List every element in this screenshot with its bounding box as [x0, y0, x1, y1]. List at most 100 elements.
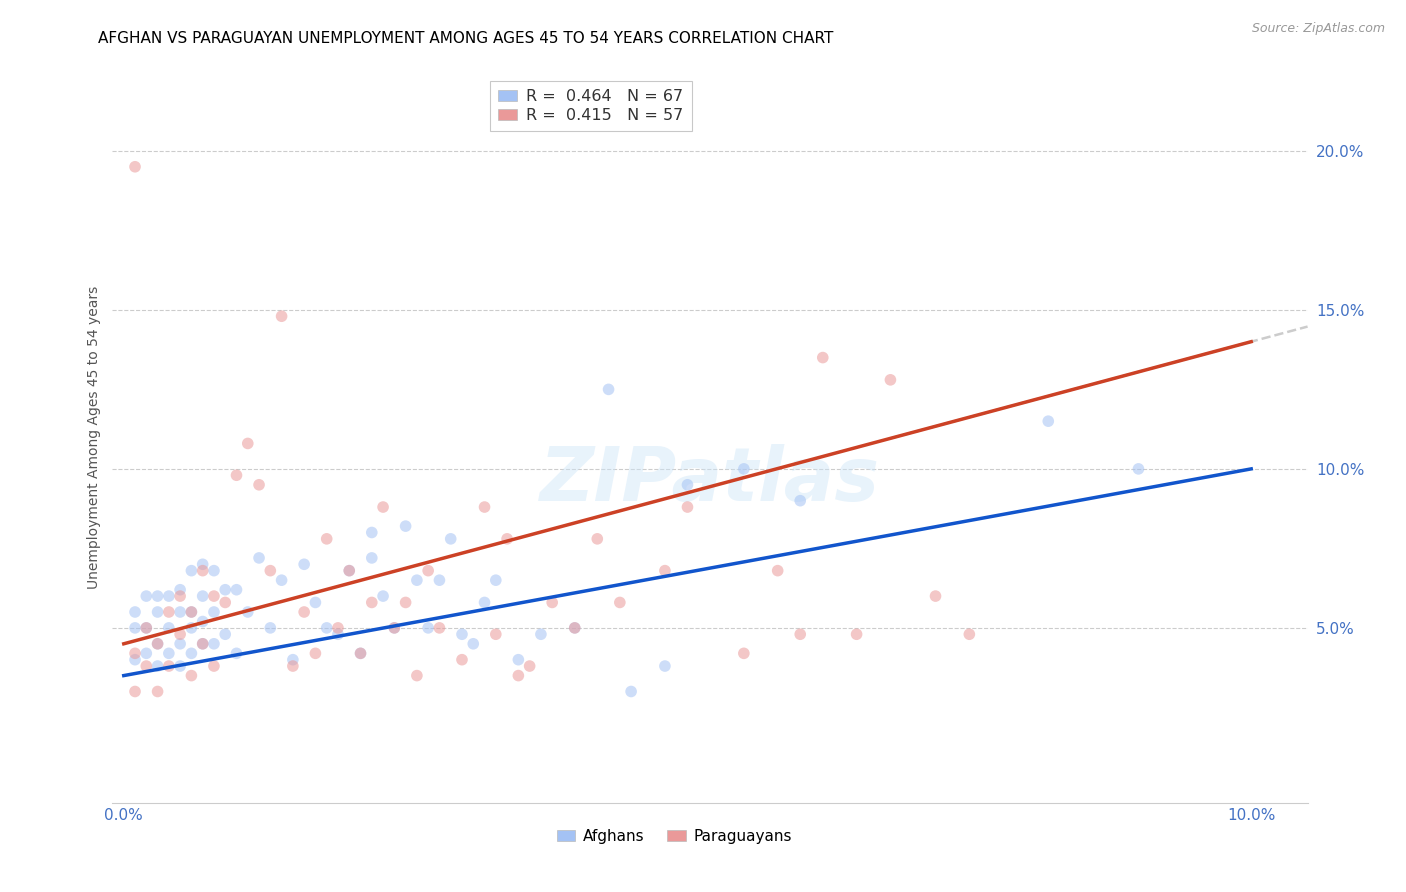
- Point: [135, 621, 157, 635]
- Point: [371, 500, 394, 514]
- Point: [789, 493, 811, 508]
- Point: [371, 589, 394, 603]
- Point: [180, 605, 202, 619]
- Point: [451, 653, 474, 667]
- Point: [191, 615, 214, 629]
- Point: [654, 564, 676, 578]
- Point: [169, 627, 191, 641]
- Point: [202, 605, 225, 619]
- Point: [508, 653, 530, 667]
- Point: [519, 659, 541, 673]
- Point: [845, 627, 868, 641]
- Point: [304, 595, 326, 609]
- Point: [124, 653, 146, 667]
- Point: [429, 573, 451, 587]
- Point: [620, 684, 643, 698]
- Point: [360, 595, 382, 609]
- Point: [157, 589, 180, 603]
- Point: [957, 627, 980, 641]
- Point: [733, 462, 755, 476]
- Point: [676, 500, 699, 514]
- Point: [124, 621, 146, 635]
- Point: [202, 637, 225, 651]
- Point: [598, 383, 620, 397]
- Point: [169, 589, 191, 603]
- Point: [382, 621, 405, 635]
- Point: [270, 310, 292, 324]
- Point: [349, 646, 371, 660]
- Point: [406, 573, 429, 587]
- Point: [259, 564, 281, 578]
- Point: [191, 589, 214, 603]
- Point: [508, 668, 530, 682]
- Point: [564, 621, 586, 635]
- Point: [394, 519, 416, 533]
- Point: [191, 564, 214, 578]
- Point: [326, 621, 349, 635]
- Point: [270, 573, 292, 587]
- Point: [191, 558, 214, 572]
- Point: [485, 573, 508, 587]
- Point: [382, 621, 405, 635]
- Point: [191, 637, 214, 651]
- Point: [564, 621, 586, 635]
- Point: [463, 637, 485, 651]
- Point: [485, 627, 508, 641]
- Point: [169, 582, 191, 597]
- Point: [360, 550, 382, 565]
- Point: [180, 605, 202, 619]
- Point: [135, 646, 157, 660]
- Point: [124, 646, 146, 660]
- Point: [180, 621, 202, 635]
- Point: [766, 564, 789, 578]
- Point: [259, 621, 281, 635]
- Point: [124, 684, 146, 698]
- Point: [429, 621, 451, 635]
- Point: [247, 477, 270, 491]
- Point: [474, 500, 496, 514]
- Point: [225, 582, 247, 597]
- Point: [1128, 462, 1150, 476]
- Point: [135, 621, 157, 635]
- Point: [292, 605, 315, 619]
- Point: [169, 659, 191, 673]
- Point: [202, 659, 225, 673]
- Point: [191, 637, 214, 651]
- Point: [315, 621, 337, 635]
- Point: [360, 525, 382, 540]
- Point: [157, 605, 180, 619]
- Point: [146, 589, 169, 603]
- Point: [654, 659, 676, 673]
- Point: [146, 637, 169, 651]
- Point: [169, 605, 191, 619]
- Point: [236, 605, 259, 619]
- Point: [247, 550, 270, 565]
- Point: [733, 646, 755, 660]
- Point: [496, 532, 519, 546]
- Text: Source: ZipAtlas.com: Source: ZipAtlas.com: [1251, 22, 1385, 36]
- Point: [146, 684, 169, 698]
- Point: [146, 605, 169, 619]
- Point: [440, 532, 463, 546]
- Point: [214, 627, 236, 641]
- Point: [676, 477, 699, 491]
- Point: [135, 659, 157, 673]
- Point: [157, 621, 180, 635]
- Point: [474, 595, 496, 609]
- Point: [418, 621, 440, 635]
- Point: [146, 659, 169, 673]
- Point: [418, 564, 440, 578]
- Point: [180, 564, 202, 578]
- Point: [225, 468, 247, 483]
- Point: [124, 605, 146, 619]
- Point: [281, 659, 304, 673]
- Point: [924, 589, 946, 603]
- Point: [879, 373, 901, 387]
- Point: [394, 595, 416, 609]
- Point: [157, 646, 180, 660]
- Point: [337, 564, 360, 578]
- Point: [304, 646, 326, 660]
- Y-axis label: Unemployment Among Ages 45 to 54 years: Unemployment Among Ages 45 to 54 years: [87, 285, 101, 589]
- Point: [406, 668, 429, 682]
- Text: ZIPatlas: ZIPatlas: [540, 444, 880, 517]
